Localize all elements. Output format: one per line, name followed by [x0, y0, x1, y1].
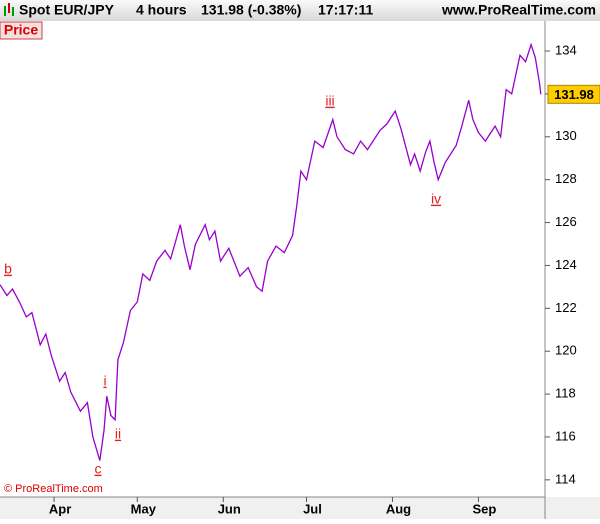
annotation: iv [431, 191, 441, 207]
icon [4, 3, 14, 16]
panel-label: Price [4, 22, 38, 38]
last-price-label: 131.98 [554, 87, 594, 102]
x-tick-label: May [131, 501, 157, 516]
site: www.ProRealTime.com [441, 2, 596, 18]
annotation: iii [325, 93, 334, 109]
x-tick-label: Jul [303, 501, 322, 516]
y-tick-label: 126 [555, 214, 577, 229]
panel-badge [0, 21, 43, 40]
price-line [0, 42, 542, 461]
y-tick-label: 122 [555, 300, 577, 315]
y-tick-label: 128 [555, 171, 577, 186]
y-tick-label: 114 [555, 471, 576, 486]
y-tick-label: 120 [555, 343, 577, 358]
time: 17:17:11 [318, 2, 373, 18]
y-tick-label: 130 [555, 128, 577, 143]
x-tick-label: Aug [386, 501, 411, 516]
y-tick-label: 134 [555, 42, 577, 57]
header-bar [0, 0, 600, 21]
annotation: ii [115, 426, 121, 442]
x-tick-label: Sep [473, 501, 497, 516]
y-tick-label: 116 [555, 428, 576, 443]
y-tick-label: 124 [555, 257, 577, 272]
x-axis-band [0, 497, 600, 519]
y-tick-label: 118 [555, 386, 576, 401]
annotation: c [95, 461, 102, 477]
period: 4 hours [136, 2, 187, 18]
x-tick-label: Jun [218, 501, 241, 516]
annotation: b [4, 261, 12, 277]
x-tick-label: Apr [49, 501, 71, 516]
quote: 131.98 (-0.38%) [201, 2, 301, 18]
symbol: Spot EUR/JPY [19, 2, 115, 18]
last-price-box [547, 84, 600, 104]
annotation: i [103, 373, 106, 389]
copyright: © ProRealTime.com [4, 483, 103, 495]
